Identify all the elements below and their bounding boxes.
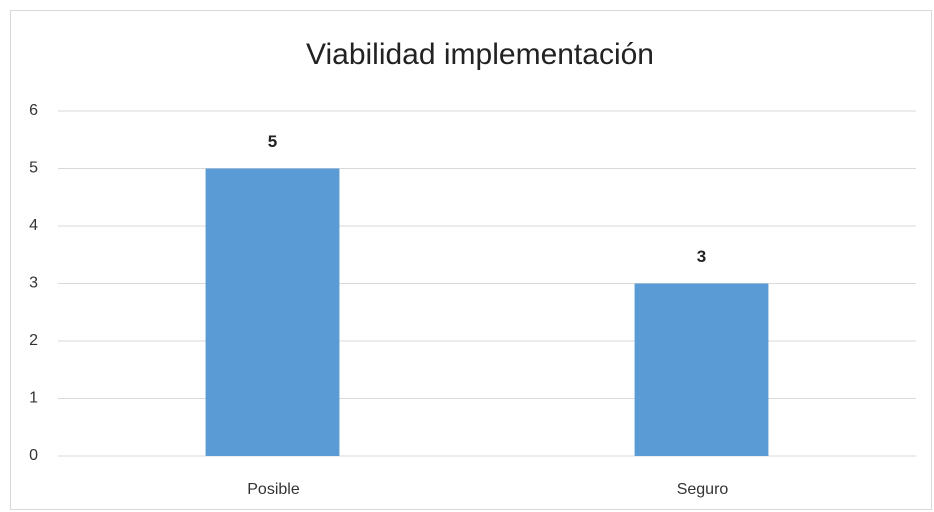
y-tick-label: 6 (29, 102, 38, 119)
bar (634, 283, 769, 456)
chart-border (10, 10, 932, 510)
chart-title: Viabilidad implementación (306, 38, 654, 71)
x-tick-label: Seguro (677, 481, 729, 498)
y-tick-label: 2 (29, 332, 38, 349)
y-tick-label: 5 (29, 160, 38, 177)
x-tick-label: Posible (247, 481, 300, 498)
data-label: 5 (268, 132, 277, 151)
y-tick-label: 1 (29, 390, 38, 407)
bar (205, 168, 340, 456)
y-tick-label: 3 (29, 275, 38, 292)
y-tick-label: 0 (29, 447, 38, 464)
data-label: 3 (697, 247, 706, 266)
y-tick-label: 4 (29, 217, 38, 234)
